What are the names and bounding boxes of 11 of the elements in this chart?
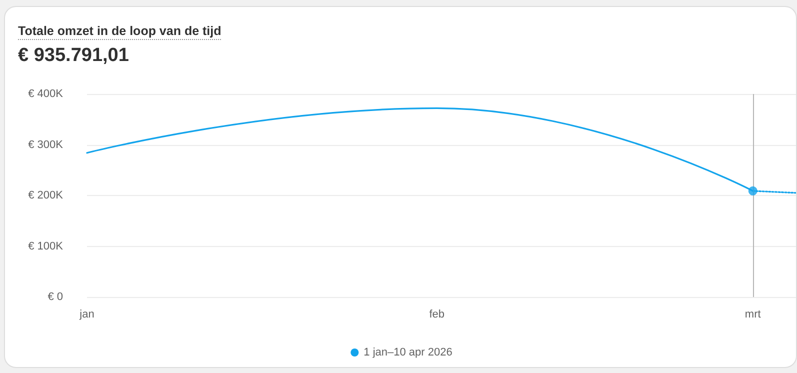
y-tick-label: € 100K [28, 240, 64, 252]
chart-title: Totale omzet in de loop van de tijd [18, 24, 222, 40]
x-tick-label: mrt [744, 308, 761, 320]
y-tick-label: € 400K [28, 88, 64, 100]
x-tick-label: feb [429, 308, 445, 320]
chart-subtitle: € 935.791,01 [18, 45, 129, 67]
legend-label: 1 jan–10 apr 2026 [364, 346, 452, 358]
y-tick-label: € 300K [28, 138, 64, 151]
y-tick-label: € 200K [28, 190, 64, 202]
x-tick-label: jan [78, 308, 94, 320]
y-tick-label: € 0 [48, 291, 63, 303]
